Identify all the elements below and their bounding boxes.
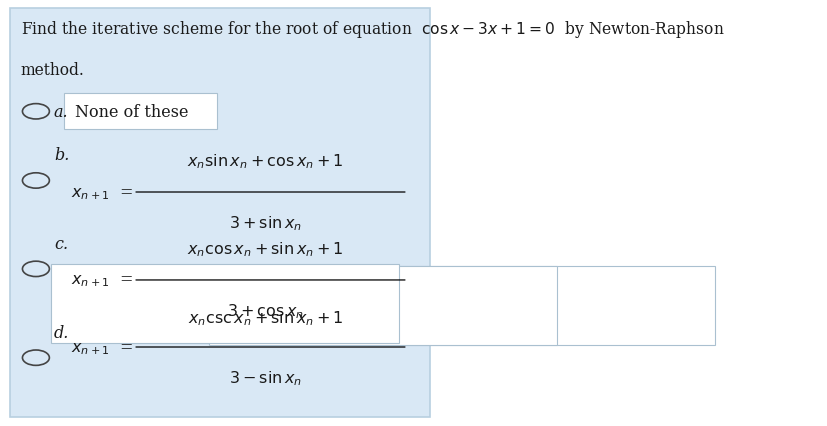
Text: $x_{n+1}$  =: $x_{n+1}$ = <box>71 339 133 356</box>
Text: Find the iterative scheme for the root of equation  $\cos x - 3x+1=0$  by Newton: Find the iterative scheme for the root o… <box>21 19 724 40</box>
Text: $x_n \csc x_n + \sin x_n +1$: $x_n \csc x_n + \sin x_n +1$ <box>188 308 343 327</box>
Text: a.: a. <box>54 104 69 121</box>
Text: method.: method. <box>21 62 84 79</box>
FancyBboxPatch shape <box>50 264 399 343</box>
FancyBboxPatch shape <box>209 266 557 345</box>
Text: $x_n \cos x_n + \sin x_n +1$: $x_n \cos x_n + \sin x_n +1$ <box>187 240 343 259</box>
Text: $3 + \cos x_n$: $3 + \cos x_n$ <box>227 302 304 321</box>
FancyBboxPatch shape <box>64 94 217 130</box>
Text: b.: b. <box>54 147 69 164</box>
Text: c.: c. <box>54 235 68 252</box>
FancyBboxPatch shape <box>366 266 714 345</box>
Text: $x_{n+1}$  =: $x_{n+1}$ = <box>71 184 133 201</box>
Text: None of these: None of these <box>74 104 188 121</box>
Text: d.: d. <box>54 324 69 341</box>
Text: $3 + \sin x_n$: $3 + \sin x_n$ <box>229 214 302 233</box>
Text: $x_{n+1}$  =: $x_{n+1}$ = <box>71 272 133 289</box>
Text: $x_n \sin x_n + \cos x_n +1$: $x_n \sin x_n + \cos x_n +1$ <box>187 152 343 170</box>
FancyBboxPatch shape <box>10 9 430 417</box>
Text: $3 - \sin x_n$: $3 - \sin x_n$ <box>229 368 302 387</box>
